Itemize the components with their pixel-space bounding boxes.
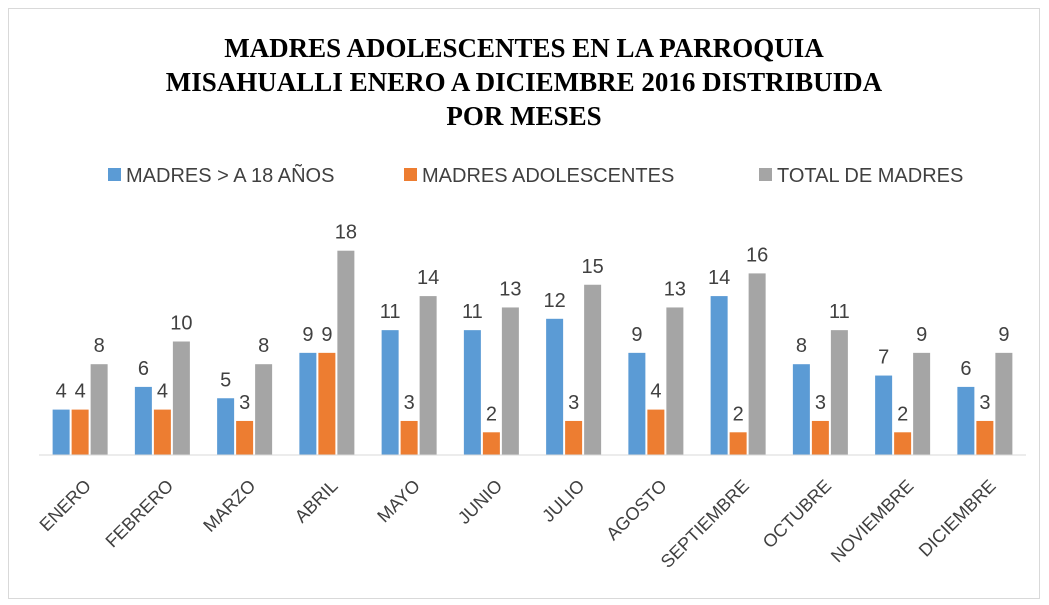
bar [482,432,500,455]
bar [419,296,437,455]
bar [400,420,418,455]
chart-title: MISAHUALLI ENERO A DICIEMBRE 2016 DISTRI… [166,67,883,97]
data-label: 3 [239,392,250,414]
bar [710,296,728,455]
data-label: 3 [815,392,826,414]
data-label: 9 [321,324,332,346]
chart-title: POR MESES [446,101,601,131]
bar [134,386,152,455]
data-label: 4 [650,381,661,403]
bar [811,420,829,455]
chart-border [8,8,1040,599]
bar [647,409,665,455]
bar [565,420,583,455]
legend-label: TOTAL DE MADRES [777,165,963,187]
bar [546,318,564,455]
bar [628,352,646,455]
bar [875,375,893,455]
bar [957,386,975,455]
data-label: 11 [462,301,483,323]
bar [830,330,848,455]
data-label: 7 [878,347,889,369]
data-label: 6 [138,358,149,380]
bar [584,284,602,455]
data-label: 4 [56,381,67,403]
data-label: 14 [417,267,439,289]
bar [153,409,171,455]
bar [729,432,747,455]
data-label: 4 [75,381,86,403]
bar [236,420,254,455]
bar [894,432,912,455]
bar [299,352,317,455]
data-label: 9 [916,324,927,346]
bar [381,330,399,455]
data-label: 8 [258,335,269,357]
bar [792,364,810,455]
legend-swatch [759,168,772,181]
data-label: 3 [979,392,990,414]
data-label: 16 [746,244,768,266]
data-label: 14 [708,267,730,289]
bar [217,398,235,455]
data-label: 3 [568,392,579,414]
data-label: 2 [486,403,497,425]
bar [337,250,355,455]
bar [255,364,273,455]
bar [995,352,1013,455]
data-label: 12 [544,290,566,312]
bar [172,341,190,455]
chart-title: MADRES ADOLESCENTES EN LA PARROQUIA [224,33,824,63]
bar [90,364,108,455]
data-label: 9 [631,324,642,346]
data-label: 2 [733,403,744,425]
data-label: 2 [897,403,908,425]
data-label: 8 [796,335,807,357]
data-label: 8 [94,335,105,357]
bar [913,352,931,455]
data-label: 15 [582,256,604,278]
bar [501,307,519,455]
bar [71,409,89,455]
data-label: 13 [664,278,686,300]
legend-swatch [404,168,417,181]
bar [463,330,481,455]
bar [318,352,336,455]
legend-label: MADRES ADOLESCENTES [422,165,674,187]
data-label: 13 [499,278,521,300]
data-label: 18 [335,222,357,244]
data-label: 9 [302,324,313,346]
data-label: 5 [220,369,231,391]
bar [976,420,994,455]
data-label: 3 [404,392,415,414]
legend-swatch [108,168,121,181]
data-label: 9 [998,324,1009,346]
data-label: 11 [380,301,401,323]
bar [666,307,684,455]
data-label: 11 [829,301,850,323]
bar [748,273,766,455]
legend-label: MADRES > A 18 AÑOS [126,163,334,187]
data-label: 10 [170,313,192,335]
data-label: 6 [960,358,971,380]
data-label: 4 [157,381,168,403]
bar [52,409,70,455]
